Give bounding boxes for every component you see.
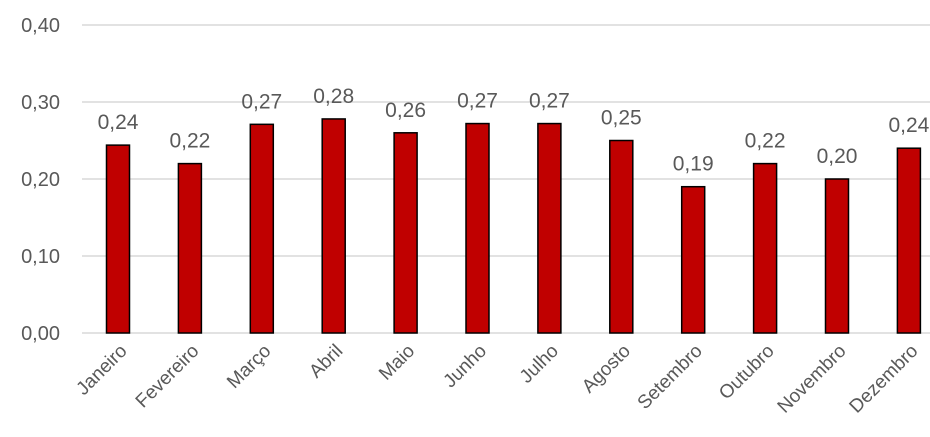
data-label: 0,24 [888,114,929,137]
y-tick-label: 0,40 [21,15,60,37]
gridlines [82,24,930,334]
y-axis-tick-labels: 0,00 0,10 0,20 0,30 0,40 [21,15,60,345]
data-label: 0,20 [817,145,858,168]
bar-fevereiro [177,162,203,334]
bars [105,118,922,334]
bar-março [249,123,275,334]
x-tick-label: Abril [306,341,348,383]
data-label: 0,22 [169,130,210,153]
x-tick-label: Maio [375,341,419,385]
bar-maio [393,132,418,334]
x-tick-label: Fevereiro [132,341,204,413]
bar-abril [321,118,346,334]
x-axis-category-labels: Janeiro Fevereiro Março Abril Maio Junho Julho… [73,341,923,418]
bar-agosto [609,139,634,334]
data-label: 0,22 [745,130,786,153]
data-label: 0,26 [385,99,426,122]
bar-setembro [680,185,706,334]
y-tick-label: 0,10 [21,246,60,268]
x-tick-label: Outubro [715,341,778,404]
x-tick-label: Março [223,341,275,393]
x-tick-label: Dezembro [846,341,923,418]
data-label: 0,27 [529,90,570,113]
y-tick-label: 0,20 [21,169,60,191]
data-label: 0,27 [241,90,282,113]
bar-dezembro [896,147,922,334]
bar-janeiro [105,144,131,334]
bar-novembro [824,178,850,334]
x-tick-label: Julho [516,341,563,388]
data-label: 0,19 [673,153,714,176]
x-tick-label: Setembro [634,341,707,414]
data-label: 0,25 [601,107,642,130]
bar-junho [465,122,490,334]
bar-julho [537,122,562,334]
bar-outubro [752,162,778,334]
data-label: 0,24 [98,111,139,134]
x-tick-label: Junho [440,341,491,392]
x-tick-label: Agosto [578,341,635,398]
data-label: 0,27 [457,90,498,113]
y-tick-label: 0,30 [21,92,60,114]
data-labels: 0,24 0,22 0,27 0,28 0,26 0,27 0,27 0,25 0,19 0,22… [98,85,930,176]
y-tick-label: 0,00 [21,323,60,345]
x-tick-label: Janeiro [73,341,132,400]
x-tick-label: Novembro [774,341,851,418]
data-label: 0,28 [313,85,354,108]
